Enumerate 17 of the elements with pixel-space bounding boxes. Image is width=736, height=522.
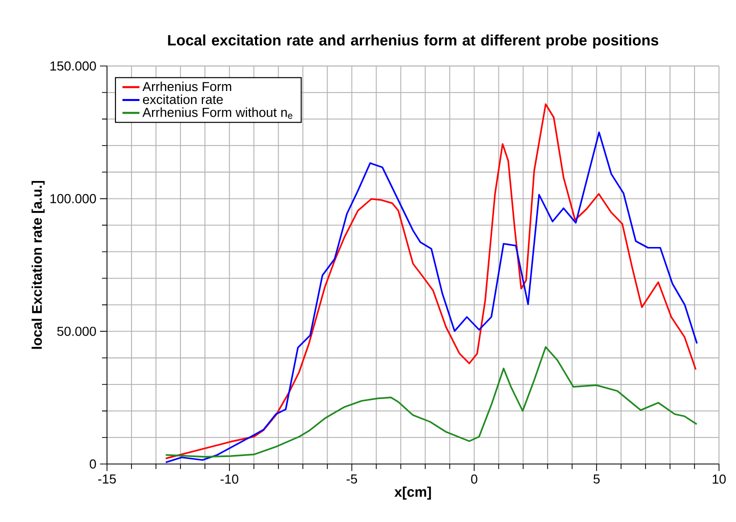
x-tick-label: 0 [471,474,478,484]
legend-label: excitation rate [142,94,223,104]
y-tick-label: 0 [90,459,96,469]
y-tick-label: 150.000 [50,61,96,71]
y-tick-label: 100.000 [50,194,96,204]
x-tick-label: -5 [346,474,358,484]
y-axis-title: local Excitation rate [a.u.] [32,180,45,349]
y-tick-label: 50.000 [57,326,96,336]
x-tick-label: -10 [220,474,238,484]
legend-label: Arrhenius Form [142,82,232,92]
x-axis-title: x[cm] [394,486,431,500]
chart-title: Local excitation rate and arrhenius form at different probe positions [168,34,658,48]
x-tick-label: 10 [712,474,726,484]
line-series [164,346,698,458]
x-tick-label: -15 [98,474,116,484]
x-tick-label: 5 [594,474,600,484]
legend-label: Arrhenius Form without n$_{e}$ [142,107,292,119]
